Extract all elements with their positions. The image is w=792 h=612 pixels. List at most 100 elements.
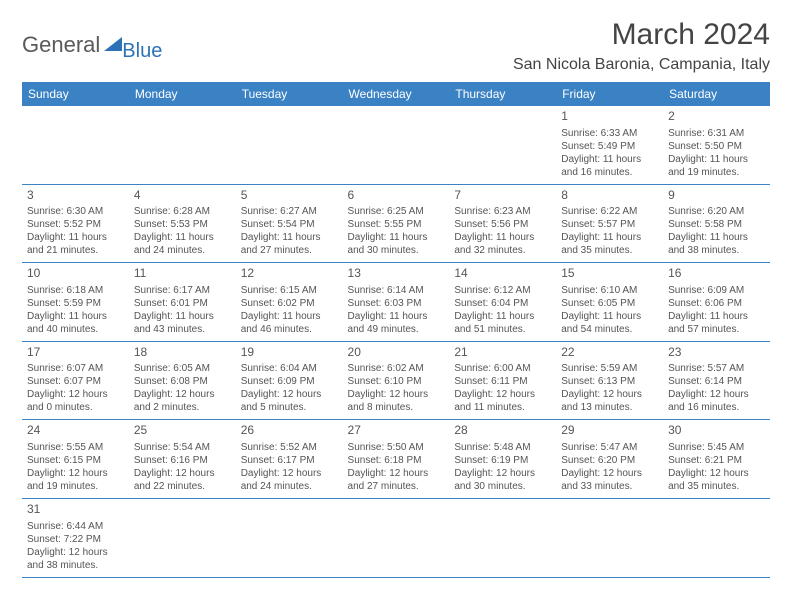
daylight-line: Daylight: 11 hours and 24 minutes. [134,231,231,257]
calendar-row: 1Sunrise: 6:33 AMSunset: 5:49 PMDaylight… [22,106,770,184]
day-cell: 25Sunrise: 5:54 AMSunset: 6:16 PMDayligh… [129,420,236,499]
calendar-row: 17Sunrise: 6:07 AMSunset: 6:07 PMDayligh… [22,341,770,420]
sunset-line: Sunset: 5:54 PM [241,218,338,231]
sunset-line: Sunset: 6:16 PM [134,454,231,467]
sunset-line: Sunset: 6:11 PM [454,375,551,388]
day-cell: 28Sunrise: 5:48 AMSunset: 6:19 PMDayligh… [449,420,556,499]
day-cell: 12Sunrise: 6:15 AMSunset: 6:02 PMDayligh… [236,263,343,342]
day-number: 14 [454,266,551,282]
sunset-line: Sunset: 5:56 PM [454,218,551,231]
daylight-line: Daylight: 11 hours and 43 minutes. [134,310,231,336]
day-cell: 15Sunrise: 6:10 AMSunset: 6:05 PMDayligh… [556,263,663,342]
sunset-line: Sunset: 5:58 PM [668,218,765,231]
day-cell: 4Sunrise: 6:28 AMSunset: 5:53 PMDaylight… [129,184,236,263]
daylight-line: Daylight: 12 hours and 24 minutes. [241,467,338,493]
sunrise-line: Sunrise: 6:20 AM [668,205,765,218]
daylight-line: Daylight: 11 hours and 51 minutes. [454,310,551,336]
daylight-line: Daylight: 11 hours and 54 minutes. [561,310,658,336]
sunset-line: Sunset: 6:07 PM [27,375,124,388]
empty-cell [129,106,236,184]
sunrise-line: Sunrise: 5:55 AM [27,441,124,454]
day-number: 10 [27,266,124,282]
sunrise-line: Sunrise: 6:30 AM [27,205,124,218]
day-number: 23 [668,345,765,361]
sunrise-line: Sunrise: 5:54 AM [134,441,231,454]
daylight-line: Daylight: 12 hours and 35 minutes. [668,467,765,493]
calendar-body: 1Sunrise: 6:33 AMSunset: 5:49 PMDaylight… [22,106,770,577]
daylight-line: Daylight: 11 hours and 35 minutes. [561,231,658,257]
calendar-row: 24Sunrise: 5:55 AMSunset: 6:15 PMDayligh… [22,420,770,499]
day-cell: 23Sunrise: 5:57 AMSunset: 6:14 PMDayligh… [663,341,770,420]
calendar-table: SundayMondayTuesdayWednesdayThursdayFrid… [22,82,770,578]
sunset-line: Sunset: 5:49 PM [561,140,658,153]
weekday-header: Monday [129,82,236,106]
day-cell: 11Sunrise: 6:17 AMSunset: 6:01 PMDayligh… [129,263,236,342]
daylight-line: Daylight: 12 hours and 27 minutes. [348,467,445,493]
weekday-header: Wednesday [343,82,450,106]
sunset-line: Sunset: 6:04 PM [454,297,551,310]
daylight-line: Daylight: 11 hours and 19 minutes. [668,153,765,179]
day-cell: 14 Sunrise: 6:12 AMSunset: 6:04 PMDayligh… [449,263,556,342]
day-number: 7 [454,188,551,204]
daylight-line: Daylight: 12 hours and 11 minutes. [454,388,551,414]
day-number: 21 [454,345,551,361]
sunrise-line: Sunrise: 5:48 AM [454,441,551,454]
sunset-line: Sunset: 6:15 PM [27,454,124,467]
sunset-line: Sunset: 5:53 PM [134,218,231,231]
day-number: 20 [348,345,445,361]
header: General Blue March 2024 San Nicola Baron… [22,18,770,74]
day-cell: 8Sunrise: 6:22 AMSunset: 5:57 PMDaylight… [556,184,663,263]
day-cell: 7Sunrise: 6:23 AMSunset: 5:56 PMDaylight… [449,184,556,263]
day-number: 31 [27,502,124,518]
day-number: 9 [668,188,765,204]
daylight-line: Daylight: 12 hours and 19 minutes. [27,467,124,493]
sunset-line: Sunset: 6:05 PM [561,297,658,310]
calendar-row: 10Sunrise: 6:18 AMSunset: 5:59 PMDayligh… [22,263,770,342]
day-cell: 13Sunrise: 6:14 AMSunset: 6:03 PMDayligh… [343,263,450,342]
day-cell: 24 Sunrise: 5:55 AMSunset: 6:15 PMDayligh… [22,420,129,499]
sunset-line: Sunset: 6:18 PM [348,454,445,467]
sunrise-line: Sunrise: 6:05 AM [134,362,231,375]
daylight-line: Daylight: 11 hours and 57 minutes. [668,310,765,336]
sunset-line: Sunset: 5:52 PM [27,218,124,231]
day-number: 27 [348,423,445,439]
sunrise-line: Sunrise: 5:47 AM [561,441,658,454]
day-number: 17 [27,345,124,361]
logo-sail-icon [104,37,122,51]
location: San Nicola Baronia, Campania, Italy [513,56,770,74]
sunrise-line: Sunrise: 5:52 AM [241,441,338,454]
day-number: 24 [27,423,124,439]
day-cell: 21Sunrise: 6:00 AMSunset: 6:11 PMDayligh… [449,341,556,420]
day-cell: 10Sunrise: 6:18 AMSunset: 5:59 PMDayligh… [22,263,129,342]
sunset-line: Sunset: 6:13 PM [561,375,658,388]
sunset-line: Sunset: 6:03 PM [348,297,445,310]
weekday-header: Tuesday [236,82,343,106]
day-number: 15 [561,266,658,282]
sunset-line: Sunset: 6:10 PM [348,375,445,388]
daylight-line: Daylight: 11 hours and 46 minutes. [241,310,338,336]
weekday-header: Saturday [663,82,770,106]
calendar-row: 31Sunrise: 6:44 AMSunset: 7:22 PMDayligh… [22,498,770,577]
sunrise-line: Sunrise: 5:50 AM [348,441,445,454]
sunrise-line: Sunrise: 6:12 AM [454,284,551,297]
day-number: 30 [668,423,765,439]
sunrise-line: Sunrise: 6:44 AM [27,520,124,533]
day-number: 16 [668,266,765,282]
daylight-line: Daylight: 11 hours and 40 minutes. [27,310,124,336]
day-cell: 17Sunrise: 6:07 AMSunset: 6:07 PMDayligh… [22,341,129,420]
daylight-line: Daylight: 12 hours and 5 minutes. [241,388,338,414]
sunset-line: Sunset: 5:57 PM [561,218,658,231]
sunrise-line: Sunrise: 6:15 AM [241,284,338,297]
day-cell: 6Sunrise: 6:25 AMSunset: 5:55 PMDaylight… [343,184,450,263]
sunrise-line: Sunrise: 6:28 AM [134,205,231,218]
empty-cell [343,498,450,577]
day-cell: 30Sunrise: 5:45 AMSunset: 6:21 PMDayligh… [663,420,770,499]
sunset-line: Sunset: 6:19 PM [454,454,551,467]
daylight-line: Daylight: 11 hours and 16 minutes. [561,153,658,179]
day-cell: 1Sunrise: 6:33 AMSunset: 5:49 PMDaylight… [556,106,663,184]
sunset-line: Sunset: 7:22 PM [27,533,124,546]
sunrise-line: Sunrise: 6:02 AM [348,362,445,375]
sunrise-line: Sunrise: 6:17 AM [134,284,231,297]
sunset-line: Sunset: 5:59 PM [27,297,124,310]
day-number: 4 [134,188,231,204]
